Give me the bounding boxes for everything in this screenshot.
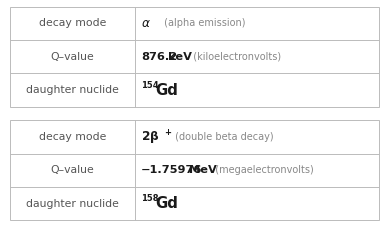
Text: daughter nuclide: daughter nuclide — [26, 85, 119, 95]
Bar — [10, 7, 379, 107]
Text: keV: keV — [168, 52, 192, 62]
Text: decay mode: decay mode — [39, 132, 106, 142]
Text: $\mathbf{2\beta}$: $\mathbf{2\beta}$ — [141, 129, 160, 145]
Text: +: + — [165, 128, 172, 137]
Text: daughter nuclide: daughter nuclide — [26, 199, 119, 209]
Text: $\mathit{\alpha}$: $\mathit{\alpha}$ — [141, 17, 151, 30]
Text: 154: 154 — [141, 81, 159, 89]
Text: decay mode: decay mode — [39, 18, 106, 28]
Text: Q–value: Q–value — [51, 52, 95, 62]
Text: 876.2: 876.2 — [141, 52, 177, 62]
Text: −1.75976: −1.75976 — [141, 165, 203, 175]
Text: 158: 158 — [141, 194, 159, 203]
Text: Gd: Gd — [155, 83, 178, 98]
Text: MeV: MeV — [189, 165, 217, 175]
Text: Gd: Gd — [155, 196, 178, 211]
Text: (kiloelectronvolts): (kiloelectronvolts) — [187, 52, 281, 62]
Text: Q–value: Q–value — [51, 165, 95, 175]
Bar — [10, 120, 379, 220]
Text: (double beta decay): (double beta decay) — [172, 132, 274, 142]
Text: (megaelectronvolts): (megaelectronvolts) — [209, 165, 314, 175]
Text: (alpha emission): (alpha emission) — [161, 18, 245, 28]
